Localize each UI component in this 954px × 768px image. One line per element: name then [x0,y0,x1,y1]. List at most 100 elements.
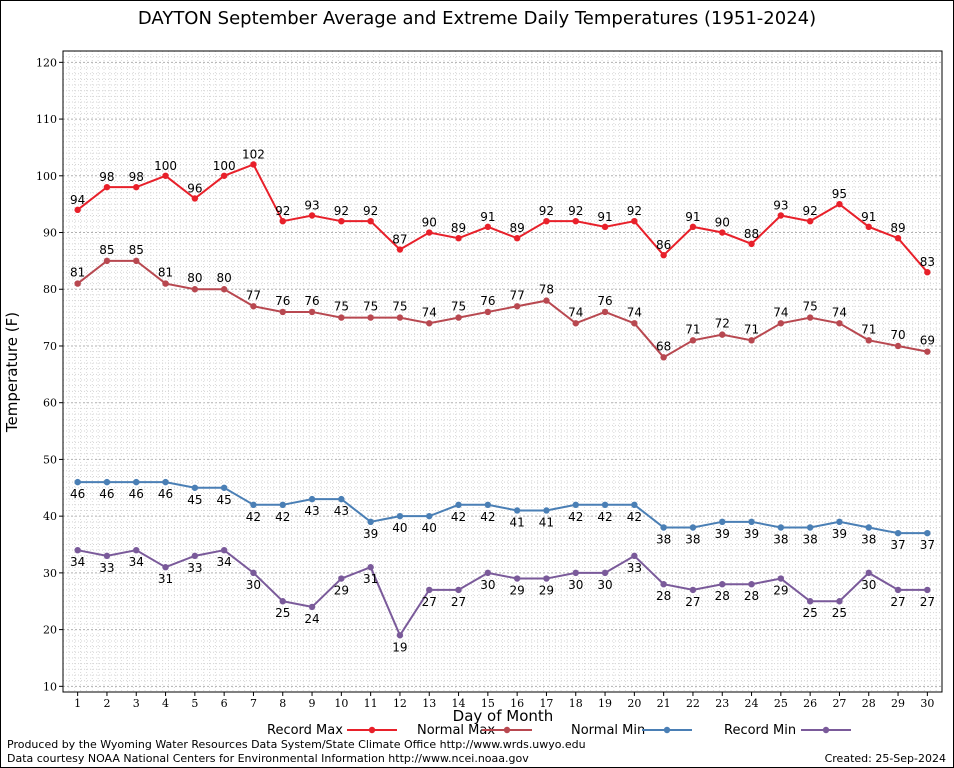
data-label: 78 [539,283,554,297]
data-label: 33 [627,561,642,575]
data-point [308,495,316,503]
data-point [74,546,81,554]
data-point [572,217,579,225]
data-label: 27 [890,595,905,609]
x-tick-label: 5 [191,697,198,710]
data-point [924,529,931,537]
data-label: 46 [129,487,144,501]
data-label: 70 [890,328,905,342]
data-label: 96 [187,181,202,195]
data-point [162,172,169,179]
data-point [279,308,286,316]
data-label: 77 [246,288,261,302]
data-label: 92 [627,204,642,218]
data-label: 91 [861,210,876,224]
data-point [133,546,140,554]
data-point [748,518,755,526]
x-tick-label: 7 [250,697,257,710]
legend-label: Normal Min [571,723,645,738]
data-label: 86 [656,238,671,252]
legend-marker [503,726,511,734]
data-label: 75 [392,300,407,314]
x-tick-label: 6 [221,697,228,710]
data-label: 100 [213,159,236,173]
data-label: 74 [832,305,847,319]
data-label: 27 [422,595,437,609]
data-label: 27 [920,595,935,609]
data-point [279,501,286,509]
plot-border [62,50,943,693]
data-label: 71 [861,322,876,336]
data-point [836,518,843,526]
data-label: 30 [861,578,876,592]
x-tick-label: 10 [334,697,348,710]
data-point [689,337,697,344]
x-tick-label: 18 [569,697,583,710]
data-label: 38 [803,532,818,546]
data-label: 39 [363,527,378,541]
data-point [777,575,785,582]
x-tick-label: 13 [422,697,436,710]
x-tick-label: 24 [745,697,759,710]
data-point [250,569,257,577]
data-label: 30 [480,578,495,592]
x-tick-label: 1 [74,697,81,710]
data-label: 85 [129,243,144,257]
data-label: 30 [597,578,612,592]
series-normal-max: 81 85 85 81 80 80 77 76 76 75 75 75 74 75 76 77 78 74 76 74… [70,243,935,361]
data-point [133,183,140,191]
data-point [308,308,316,316]
data-label: 42 [451,510,466,524]
data-point [719,518,726,526]
data-point [513,575,521,582]
data-label: 90 [715,216,730,230]
data-label: 68 [656,339,671,353]
data-point [806,524,814,531]
data-point [103,478,111,486]
data-point [777,524,785,531]
data-point [396,512,404,520]
data-label: 89 [451,221,466,235]
data-point [631,320,638,327]
data-point [484,569,492,577]
data-point [689,586,697,594]
data-label: 39 [832,527,847,541]
legend-item: Normal Min [571,723,692,738]
data-point [719,229,726,236]
legend-marker [822,726,830,734]
data-point [367,314,374,321]
x-tick-label: 29 [891,697,905,710]
data-point [601,223,609,231]
data-point [279,598,286,605]
x-tick-label: 23 [715,697,729,710]
data-label: 42 [480,510,495,524]
x-axis-label: Day of Month [453,707,554,725]
data-point [338,217,345,225]
data-point [836,200,843,208]
data-point [660,524,667,531]
data-point [572,320,579,327]
data-label: 39 [715,527,730,541]
data-label: 92 [334,204,349,218]
data-label: 42 [246,510,261,524]
data-label: 46 [99,487,114,501]
data-label: 76 [275,294,290,308]
data-label: 42 [627,510,642,524]
data-label: 25 [803,606,818,620]
data-label: 40 [392,521,407,535]
data-label: 102 [242,147,265,161]
data-label: 28 [744,589,759,603]
data-point [924,348,931,355]
legend-item: Record Min [724,723,851,738]
data-point [220,484,228,491]
data-point [74,206,81,214]
x-tick-label: 4 [162,697,169,710]
data-point [455,501,462,509]
data-label: 75 [363,300,378,314]
data-label: 19 [392,640,407,654]
data-label: 91 [685,210,700,224]
data-label: 72 [715,317,730,331]
data-point [279,217,286,225]
legend: Record Max Normal Max Normal Min Record Min [267,723,851,738]
data-label: 40 [422,521,437,535]
